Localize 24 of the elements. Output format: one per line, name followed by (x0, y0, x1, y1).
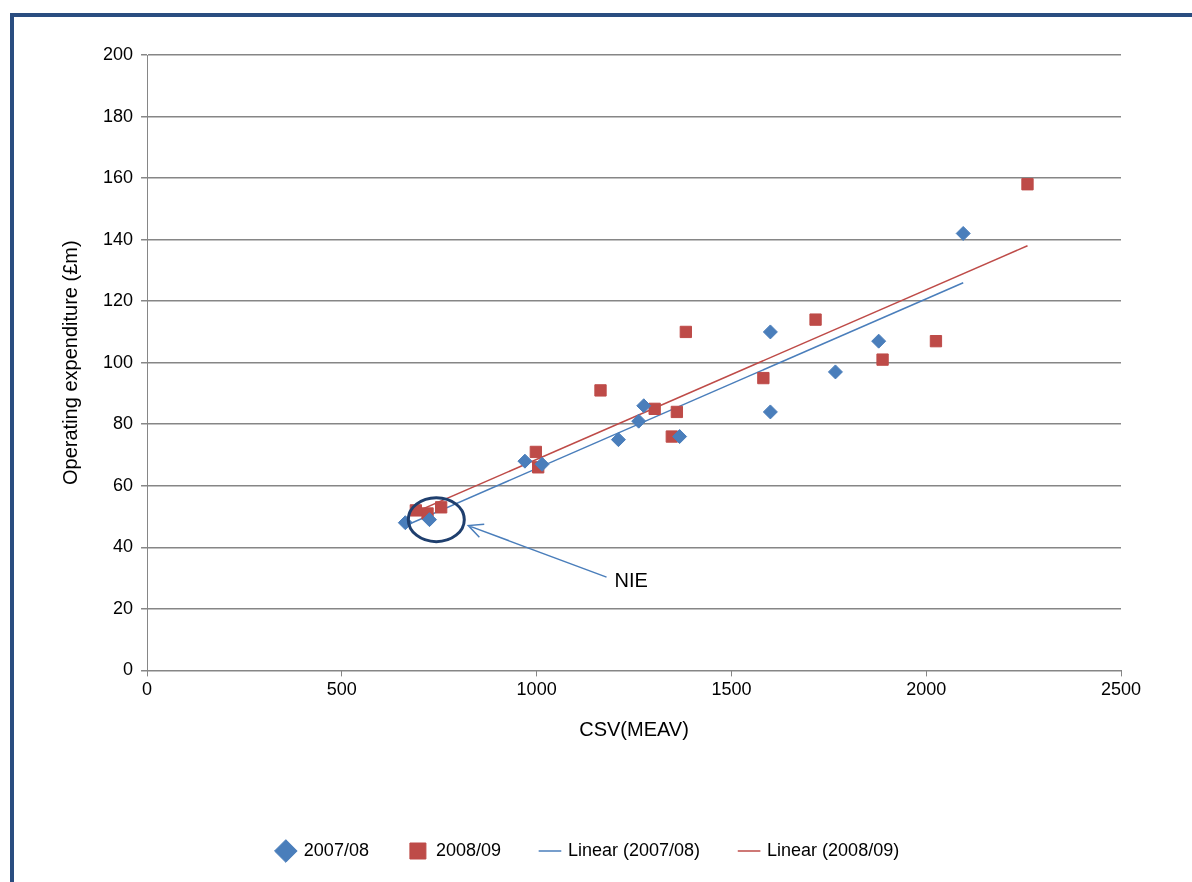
x-tick-label: 500 (326, 679, 357, 700)
y-tick-label: 180 (102, 105, 134, 126)
legend-label: Linear (2008/09) (767, 839, 900, 860)
y-tick-label: 80 (113, 413, 134, 434)
x-tick-label: 2500 (1100, 679, 1142, 700)
y-axis-title: Operating expenditure (£m) (58, 240, 81, 485)
legend-label: 2007/08 (303, 839, 369, 860)
annotation: NIE (614, 568, 648, 591)
x-tick-label: 2000 (906, 679, 947, 700)
x-tick-label: 0 (142, 679, 153, 700)
x-axis-title: CSV(MEAV) (579, 717, 689, 740)
y-tick-label: 40 (113, 536, 134, 557)
legend-label: 2008/09 (435, 839, 501, 860)
y-tick-label: 140 (102, 228, 134, 249)
y-tick-label: 200 (102, 43, 134, 64)
y-tick-label: 160 (102, 167, 134, 188)
legend-label: Linear (2007/08) (567, 839, 701, 860)
x-tick-label: 1000 (516, 679, 557, 700)
y-tick-label: 120 (102, 290, 134, 311)
y-tick-label: 100 (102, 351, 134, 372)
y-tick-label: 0 (123, 659, 134, 680)
x-tick-label: 1500 (711, 679, 752, 700)
y-tick-label: 20 (113, 597, 134, 618)
y-tick-label: 60 (113, 474, 134, 495)
